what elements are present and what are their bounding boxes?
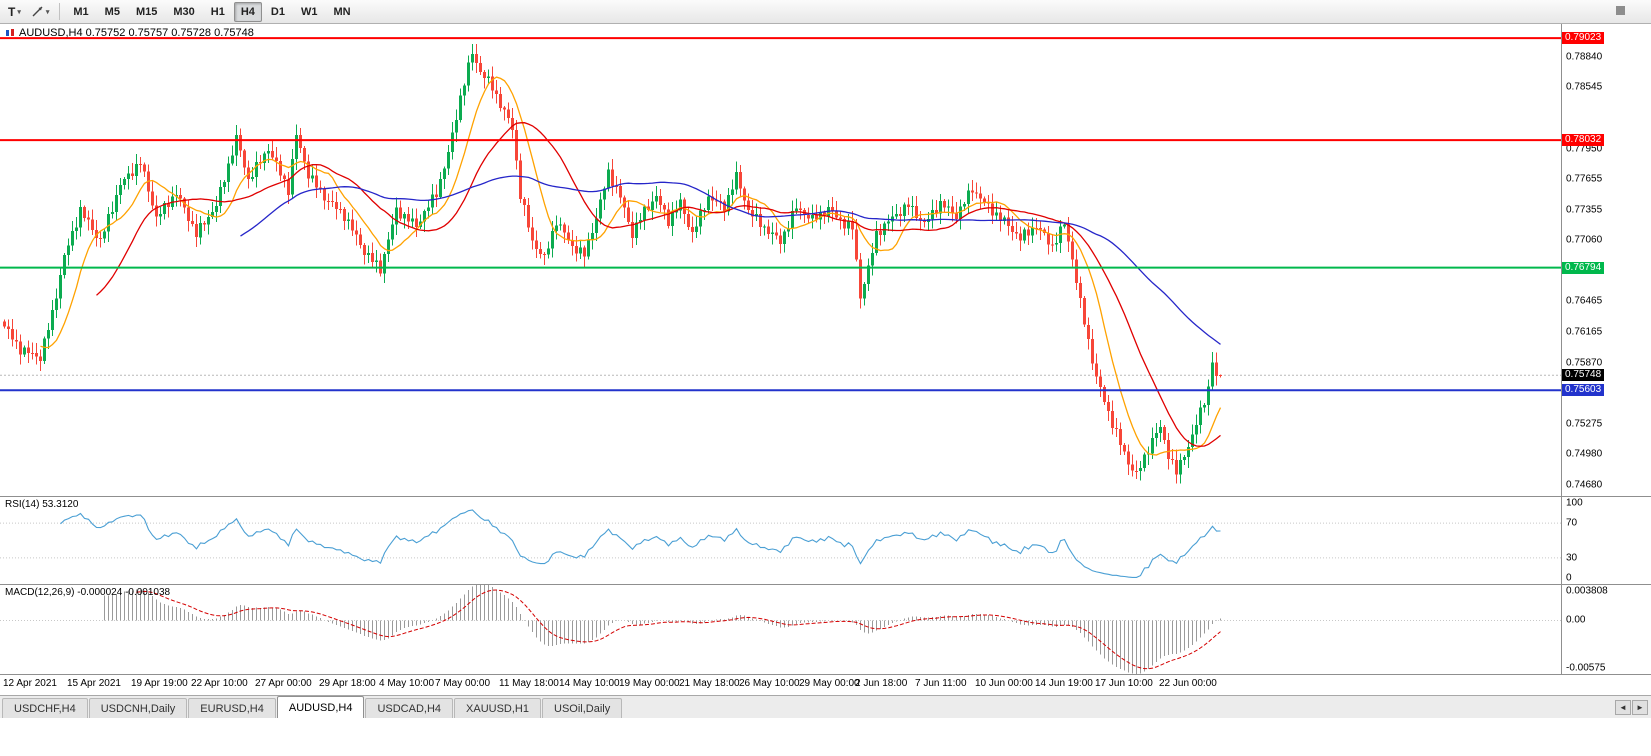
time-axis-label: 19 Apr 19:00	[131, 678, 188, 689]
time-axis-label: 10 Jun 00:00	[975, 678, 1033, 689]
main-chart-canvas[interactable]	[0, 24, 1561, 496]
time-axis-label: 2 Jun 18:00	[855, 678, 908, 689]
timeframe-button-m5[interactable]: M5	[98, 2, 127, 22]
chart-title-text: AUDUSD,H4 0.75752 0.75757 0.75728 0.7574…	[19, 27, 254, 39]
rsi-axis-label: 30	[1566, 552, 1578, 564]
price-axis-label: 0.76465	[1566, 295, 1603, 307]
timeframe-button-d1[interactable]: D1	[264, 2, 292, 22]
chart-tab-usdcnh-daily[interactable]: USDCNH,Daily	[88, 698, 188, 718]
chevron-down-icon: ▾	[45, 8, 50, 16]
price-axis-label: 0.75275	[1566, 418, 1603, 430]
timeframe-button-h4[interactable]: H4	[233, 1, 262, 22]
macd-label: MACD(12,26,9) -0.000024 -0.001038	[5, 587, 171, 598]
chart-tab-usdcad-h4[interactable]: USDCAD,H4	[365, 698, 454, 718]
chart-tab-usoil-daily[interactable]: USOil,Daily	[542, 698, 623, 718]
chart-tab-usdchf-h4[interactable]: USDCHF,H4	[2, 698, 88, 718]
chart-tabs: USDCHF,H4 USDCNH,Daily EURUSD,H4 AUDUSD,H4 U…	[2, 696, 623, 718]
macd-axis[interactable]: 0.003808 0.00 -0.00575	[1561, 585, 1651, 674]
price-axis-label: 0.78840	[1566, 51, 1603, 63]
macd-axis-label: 0.00	[1566, 614, 1586, 626]
time-axis[interactable]: 12 Apr 2021 15 Apr 2021 19 Apr 19:00 22 Apr…	[0, 675, 1561, 695]
timeframe-buttons: M1 M5 M15 M30 H1 H4 D1 W1 MN	[65, 1, 358, 22]
price-axis[interactable]: 0.78840 0.78545 0.77950 0.77655 0.77355 0.770…	[1561, 24, 1651, 496]
macd-axis-label: -0.00575	[1566, 662, 1606, 674]
toolbar-separator	[59, 3, 61, 20]
price-axis-label: 0.76165	[1566, 326, 1603, 338]
main-chart-panel: AUDUSD,H4 0.75752 0.75757 0.75728 0.7574…	[0, 24, 1651, 497]
toolbar: T ▾ ▾ M1 M5 M15 M30 H1 H4 D1 W1 MN	[0, 0, 1651, 24]
time-axis-label: 14 Jun 19:00	[1035, 678, 1093, 689]
time-axis-label: 15 Apr 2021	[67, 678, 121, 689]
time-axis-label: 22 Jun 00:00	[1159, 678, 1217, 689]
time-axis-label: 4 May 10:00	[379, 678, 435, 689]
current-price-label: 0.75748	[1562, 369, 1605, 382]
time-axis-label: 22 Apr 10:00	[191, 678, 248, 689]
rsi-label: RSI(14) 53.3120	[5, 499, 79, 510]
time-axis-label: 14 May 10:00	[559, 678, 620, 689]
text-tool-label: T	[8, 4, 16, 19]
chart-tab-audusd-h4[interactable]: AUDUSD,H4	[276, 696, 365, 718]
time-axis-label: 7 Jun 11:00	[915, 678, 967, 689]
chart-icon	[6, 29, 14, 36]
rsi-canvas[interactable]	[0, 497, 1561, 584]
chevron-down-icon: ▾	[17, 8, 21, 16]
macd-panel: MACD(12,26,9) -0.000024 -0.001038 0.0038…	[0, 585, 1651, 675]
time-axis-label: 19 May 00:00	[619, 678, 680, 689]
price-line-label: 0.79023	[1562, 32, 1605, 45]
macd-axis-label: 0.003808	[1566, 585, 1608, 597]
time-axis-label: 27 Apr 00:00	[255, 678, 312, 689]
price-line-label: 0.76794	[1562, 261, 1605, 274]
drawing-tool-button[interactable]: ▾	[26, 2, 55, 22]
chart-tab-xauusd-h1[interactable]: XAUUSD,H1	[454, 698, 541, 718]
time-axis-label: 29 Apr 18:00	[319, 678, 376, 689]
time-axis-label: 21 May 18:00	[679, 678, 740, 689]
rsi-axis-label: 70	[1566, 517, 1578, 529]
trendline-icon	[32, 6, 43, 17]
tab-scroll-right-icon[interactable]: ►	[1632, 700, 1648, 715]
chart-tab-bar: USDCHF,H4 USDCNH,Daily EURUSD,H4 AUDUSD,H4 U…	[0, 695, 1651, 718]
timeframe-button-mn[interactable]: MN	[326, 2, 357, 22]
price-axis-label: 0.77655	[1566, 173, 1603, 185]
time-axis-label: 29 May 00:00	[799, 678, 860, 689]
timeframe-button-m1[interactable]: M1	[66, 2, 95, 22]
time-axis-label: 11 May 18:00	[499, 678, 559, 689]
timeframe-button-w1[interactable]: W1	[294, 2, 325, 22]
timeframe-button-m15[interactable]: M15	[129, 2, 164, 22]
time-axis-label: 7 May 00:00	[435, 678, 491, 689]
chart-title: AUDUSD,H4 0.75752 0.75757 0.75728 0.7574…	[5, 27, 254, 39]
price-axis-label: 0.77060	[1566, 234, 1603, 246]
scroll-corner-button[interactable]	[1616, 6, 1625, 15]
chart-tab-eurusd-h4[interactable]: EURUSD,H4	[188, 698, 276, 718]
rsi-panel: RSI(14) 53.3120 100 70 30 0	[0, 497, 1651, 585]
timeframe-button-m30[interactable]: M30	[166, 2, 201, 22]
timeframe-button-h1[interactable]: H1	[204, 2, 232, 22]
price-axis-label: 0.74680	[1566, 479, 1603, 491]
price-line-label: 0.75603	[1562, 384, 1605, 397]
time-axis-label: 26 May 10:00	[739, 678, 800, 689]
tab-scroll-arrows: ◄ ►	[1615, 700, 1648, 715]
status-bar	[0, 718, 1651, 756]
rsi-axis-label: 0	[1566, 572, 1572, 584]
price-axis-label: 0.77950	[1566, 143, 1603, 155]
price-axis-label: 0.74980	[1566, 448, 1603, 460]
text-tool-button[interactable]: T ▾	[3, 2, 26, 22]
price-axis-label: 0.78545	[1566, 81, 1603, 93]
time-axis-label: 17 Jun 10:00	[1095, 678, 1153, 689]
macd-canvas[interactable]	[0, 585, 1561, 674]
rsi-axis-label: 100	[1566, 497, 1583, 509]
time-axis-label: 12 Apr 2021	[3, 678, 57, 689]
price-axis-label: 0.77355	[1566, 204, 1603, 216]
tab-scroll-left-icon[interactable]: ◄	[1615, 700, 1631, 715]
rsi-axis[interactable]: 100 70 30 0	[1561, 497, 1651, 584]
price-axis-label: 0.75870	[1566, 357, 1603, 369]
price-line-label: 0.78032	[1562, 134, 1605, 147]
